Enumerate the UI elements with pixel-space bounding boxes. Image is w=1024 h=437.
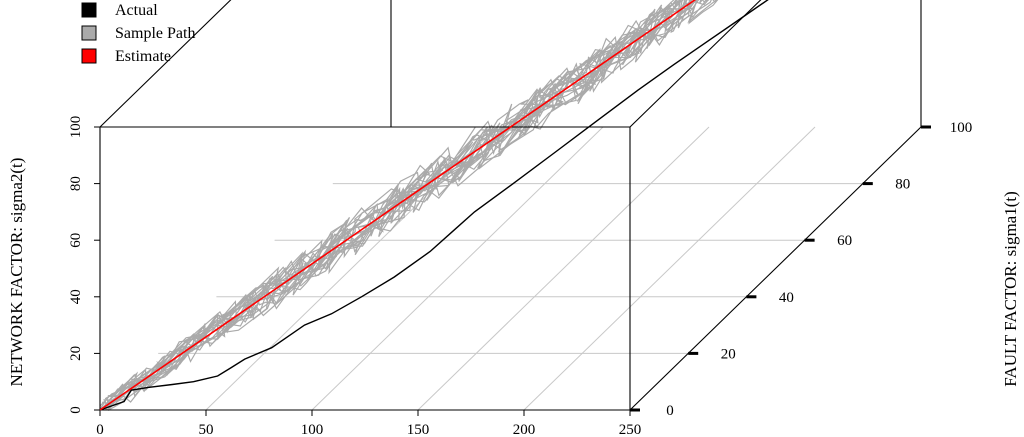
z-axis-line xyxy=(629,126,922,411)
legend-swatch-estimate xyxy=(81,48,97,64)
z-tick-label-100: 100 xyxy=(950,120,973,136)
series-layer xyxy=(99,0,769,411)
sample-path-line xyxy=(106,0,688,411)
legend-label-actual: Actual xyxy=(115,2,158,19)
sample-path-line xyxy=(99,0,696,411)
sample-path-line xyxy=(106,0,698,404)
y-tick-label-40: 40 xyxy=(68,289,84,304)
z-axis-label: FAULT FACTOR: sigma1(t) xyxy=(1001,191,1020,387)
y-tick-label-60: 60 xyxy=(68,233,84,248)
y-axis-ticks: 0 20 40 60 80 100 xyxy=(68,116,100,414)
y-tick-label-20: 20 xyxy=(68,346,84,361)
sample-path-line xyxy=(106,0,708,411)
floor-grid-x-150 xyxy=(417,126,710,411)
sample-path-line xyxy=(104,0,692,400)
sample-path-line xyxy=(106,0,718,406)
sample-path-line xyxy=(107,0,675,397)
z-tick-label-80: 80 xyxy=(895,177,910,193)
sample-path-line xyxy=(105,0,709,405)
x-tick-label-250: 250 xyxy=(619,422,642,437)
x-axis-ticks: 0 50 100 150 200 250 xyxy=(96,410,641,437)
sample-path-line xyxy=(99,0,703,411)
top-left-depth-edge xyxy=(99,0,232,128)
x-tick-label-0: 0 xyxy=(96,422,104,437)
sample-path-line xyxy=(103,0,685,401)
legend: Actual Sample Path Estimate xyxy=(81,2,195,65)
y-tick-label-0: 0 xyxy=(68,406,84,414)
z-tick-label-0: 0 xyxy=(666,403,674,419)
sample-path-line xyxy=(106,0,719,404)
series-line-actual xyxy=(99,0,769,411)
floor-grid xyxy=(158,126,863,411)
sample-path-line xyxy=(101,0,712,411)
sample-path-line xyxy=(104,0,719,411)
legend-label-estimate: Estimate xyxy=(115,48,171,65)
z-tick-label-20: 20 xyxy=(721,346,736,362)
sample-path-layer xyxy=(99,0,719,411)
sample-path-line xyxy=(99,0,697,411)
sample-path-line xyxy=(100,0,707,410)
legend-swatch-actual xyxy=(81,2,97,18)
legend-swatch-sample-path xyxy=(81,25,97,41)
box-frame xyxy=(99,0,922,411)
y-tick-label-80: 80 xyxy=(68,176,84,191)
legend-label-sample-path: Sample Path xyxy=(115,25,195,42)
floor-grid-x-100 xyxy=(311,126,604,411)
x-tick-label-50: 50 xyxy=(199,422,214,437)
y-axis-label: NETWORK FACTOR: sigma2(t) xyxy=(7,158,26,387)
z-tick-label-60: 60 xyxy=(837,233,852,249)
sample-path-line xyxy=(99,0,689,410)
sample-path-line xyxy=(99,0,683,411)
x-tick-label-150: 150 xyxy=(407,422,430,437)
x-tick-label-200: 200 xyxy=(513,422,536,437)
series-line-estimate xyxy=(99,0,697,411)
y-tick-label-100: 100 xyxy=(68,116,84,139)
top-right-depth-edge xyxy=(629,0,762,128)
x-tick-label-100: 100 xyxy=(301,422,324,437)
sample-path-line xyxy=(107,0,691,403)
sample-path-line xyxy=(99,0,710,407)
sample-path-line xyxy=(101,0,677,406)
z-tick-label-40: 40 xyxy=(779,290,794,306)
floor-grid-x-200 xyxy=(523,126,816,411)
z-axis-ticks: 0 20 40 60 80 100 xyxy=(630,120,972,419)
